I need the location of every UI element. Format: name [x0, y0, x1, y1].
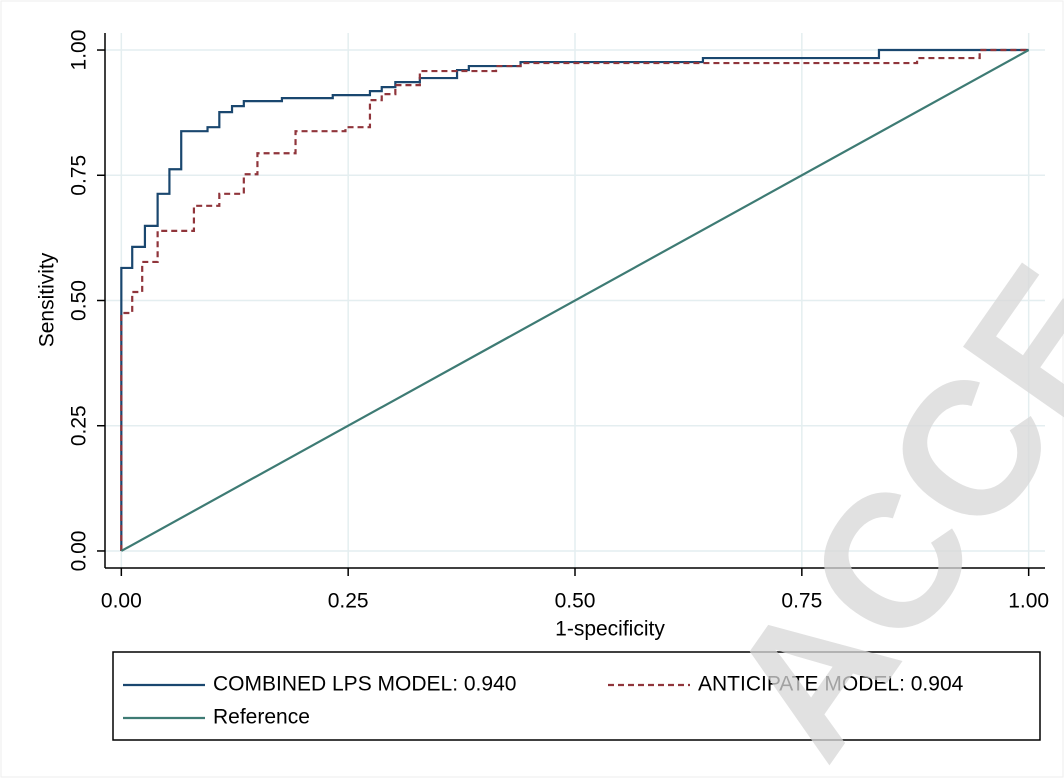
y-tick-label: 0.25: [68, 405, 91, 446]
legend-label: ANTICIPATE MODEL: 0.904: [698, 673, 964, 696]
y-tick-label: 0.00: [68, 531, 91, 572]
x-tick-label: 0.75: [781, 590, 822, 613]
roc-line: [120, 48, 1029, 551]
legend-box: [112, 651, 1041, 741]
roc-line: [120, 49, 1030, 552]
y-tick-label: 1.00: [68, 30, 91, 71]
x-tick-label: 0.00: [101, 590, 142, 613]
legend-label: COMBINED LPS MODEL: 0.940: [213, 673, 516, 696]
y-tick-label: 0.75: [68, 155, 91, 196]
x-tick-label: 1.00: [1008, 590, 1049, 613]
x-tick-label: 0.25: [328, 590, 369, 613]
y-tick-label: 0.50: [68, 280, 91, 321]
legend-label: Reference: [213, 706, 310, 729]
roc-line: [120, 48, 1029, 551]
y-axis-title: Sensitivity: [36, 252, 59, 347]
x-axis-title: 1-specificity: [555, 618, 665, 641]
x-tick-label: 0.50: [555, 590, 596, 613]
